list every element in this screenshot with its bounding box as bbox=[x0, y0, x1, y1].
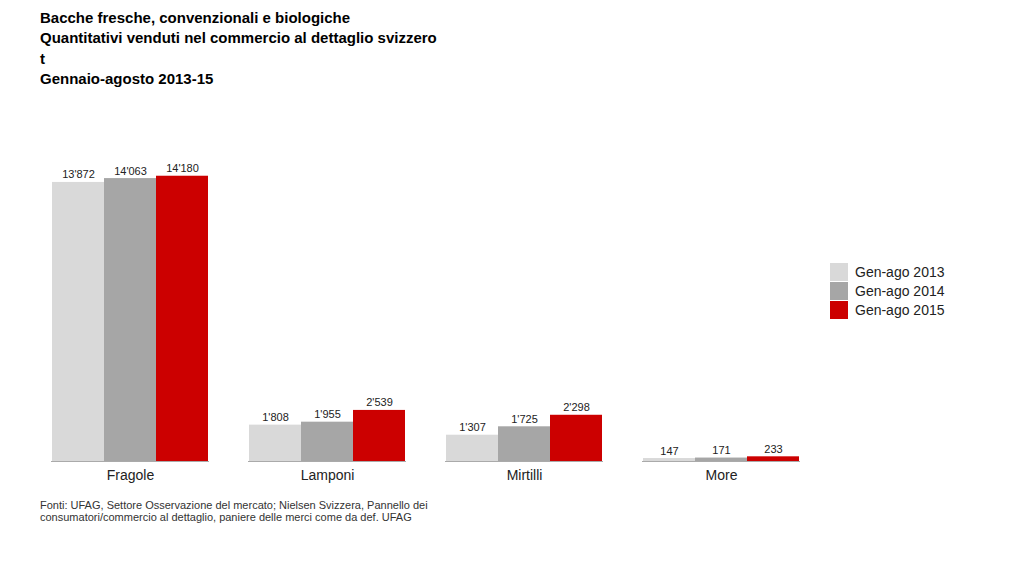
svg-text:171: 171 bbox=[712, 444, 730, 456]
html-text:Gen-ago 2015: Gen-ago 2015 bbox=[855, 302, 945, 318]
html-text:Fonti: UFAG, Settore Osservazi: Fonti: UFAG, Settore Osservazione del me… bbox=[40, 499, 428, 523]
svg-text:14'180: 14'180 bbox=[166, 162, 199, 174]
svg-text:13'872: 13'872 bbox=[62, 168, 95, 180]
html-text:Bacche fresche, convenzionali: Bacche fresche, convenzionali e biologic… bbox=[40, 9, 437, 87]
svg-text:1'307: 1'307 bbox=[459, 421, 486, 433]
svg-text:1'955: 1'955 bbox=[314, 408, 341, 420]
svg-text:1'808: 1'808 bbox=[262, 411, 289, 423]
html-text:Gen-ago 2013: Gen-ago 2013 bbox=[855, 264, 945, 280]
html-text:Gen-ago 2014: Gen-ago 2014 bbox=[855, 283, 945, 299]
svg-text:Fragole: Fragole bbox=[107, 467, 155, 483]
svg-text:Lamponi: Lamponi bbox=[301, 467, 355, 483]
svg-text:2'298: 2'298 bbox=[563, 401, 590, 413]
svg-text:More: More bbox=[706, 467, 738, 483]
svg-text:14'063: 14'063 bbox=[114, 165, 147, 177]
svg-text:147: 147 bbox=[660, 445, 678, 457]
svg-text:Mirtilli: Mirtilli bbox=[507, 467, 543, 483]
svg-text:1'725: 1'725 bbox=[511, 413, 538, 425]
svg-text:233: 233 bbox=[764, 443, 782, 455]
svg-text:2'539: 2'539 bbox=[366, 396, 393, 408]
